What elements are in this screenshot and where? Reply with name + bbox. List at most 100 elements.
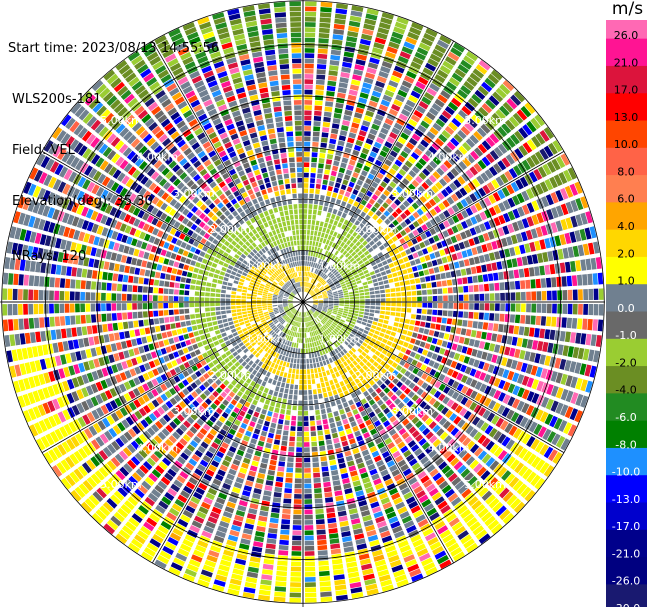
gate-cell [306, 311, 309, 316]
gate-cell [477, 159, 487, 170]
gate-cell [404, 379, 412, 386]
gate-cell [508, 270, 515, 279]
gate-cell [365, 236, 372, 243]
gate-cell [448, 472, 458, 483]
gate-cell [311, 267, 314, 273]
gate-cell [137, 530, 149, 541]
gate-cell [429, 512, 440, 522]
gate-cell [88, 336, 95, 346]
gate-cell [457, 278, 463, 285]
gate-cell [295, 321, 298, 327]
gate-cell [392, 145, 401, 154]
gate-cell [160, 476, 171, 486]
gate-cell [383, 319, 389, 325]
gate-cell [326, 507, 335, 514]
gate-cell [307, 214, 312, 220]
gate-cell [85, 292, 91, 301]
gate-cell [421, 335, 428, 342]
gate-cell [289, 319, 293, 324]
gate-cell [238, 333, 245, 338]
gate-cell [576, 318, 583, 330]
gate-cell [329, 230, 334, 236]
gate-cell [164, 380, 172, 389]
gate-cell [411, 359, 418, 366]
gate-cell [229, 324, 235, 330]
gate-cell [330, 543, 341, 550]
gate-cell [580, 259, 587, 271]
gate-cell [484, 120, 495, 131]
gate-cell [320, 456, 327, 462]
gate-cell [281, 320, 286, 325]
gate-cell [142, 311, 148, 318]
gate-cell [498, 392, 506, 402]
gate-cell [244, 452, 253, 460]
gate-cell [318, 32, 330, 39]
gate-cell [517, 206, 525, 217]
gate-cell [218, 338, 225, 344]
gate-cell [378, 525, 389, 534]
gate-cell [388, 41, 400, 50]
gate-cell [349, 299, 355, 302]
gate-cell [514, 462, 525, 474]
gate-cell [158, 340, 165, 348]
gate-cell [345, 169, 353, 176]
gate-cell [249, 330, 255, 336]
gate-cell [49, 290, 54, 301]
gate-cell [258, 367, 264, 374]
gate-cell [273, 340, 278, 345]
gate-cell [308, 266, 311, 272]
gate-cell [489, 303, 495, 311]
gate-cell [357, 317, 363, 321]
gate-cell [341, 283, 346, 287]
gate-cell [304, 287, 306, 292]
gate-cell [318, 393, 323, 399]
gate-cell [363, 115, 373, 123]
gate-cell [395, 186, 403, 194]
gate-cell [446, 196, 455, 205]
gate-cell [339, 248, 345, 254]
gate-cell [299, 312, 302, 317]
gate-cell [34, 360, 42, 372]
gate-cell [530, 279, 536, 289]
gate-cell [334, 281, 340, 286]
gate-cell [312, 304, 318, 307]
gate-cell [323, 305, 329, 308]
gate-cell [432, 309, 438, 316]
gate-cell [354, 293, 360, 297]
gate-cell [567, 303, 573, 315]
gate-cell [317, 58, 327, 65]
gate-cell [254, 358, 260, 365]
gate-cell [539, 265, 546, 276]
gate-cell [304, 478, 312, 484]
gate-cell [286, 323, 290, 329]
gate-cell [142, 303, 148, 310]
gate-cell [45, 330, 52, 341]
gate-cell [373, 254, 379, 260]
gate-cell [236, 298, 241, 302]
gate-cell [311, 308, 316, 312]
gate-cell [337, 210, 343, 217]
gate-cell [111, 440, 121, 451]
gate-cell [343, 308, 349, 312]
gate-cell [343, 361, 349, 367]
gate-cell [504, 119, 516, 131]
gate-cell [322, 121, 331, 128]
gate-cell [238, 427, 246, 434]
gate-cell [570, 215, 578, 228]
gate-cell [272, 326, 278, 331]
gate-cell [303, 327, 305, 333]
gate-cell [354, 274, 360, 279]
gate-cell [377, 262, 383, 268]
gate-cell [227, 383, 234, 390]
gate-cell [81, 374, 90, 385]
gate-cell [164, 492, 175, 501]
gate-cell [147, 370, 155, 379]
gate-cell [117, 322, 124, 330]
gate-cell [256, 525, 266, 533]
gate-cell [234, 454, 243, 462]
gate-cell [474, 303, 480, 310]
gate-cell [380, 229, 387, 237]
gate-cell [307, 311, 310, 316]
gate-cell [401, 108, 411, 117]
gate-cell [322, 293, 328, 296]
